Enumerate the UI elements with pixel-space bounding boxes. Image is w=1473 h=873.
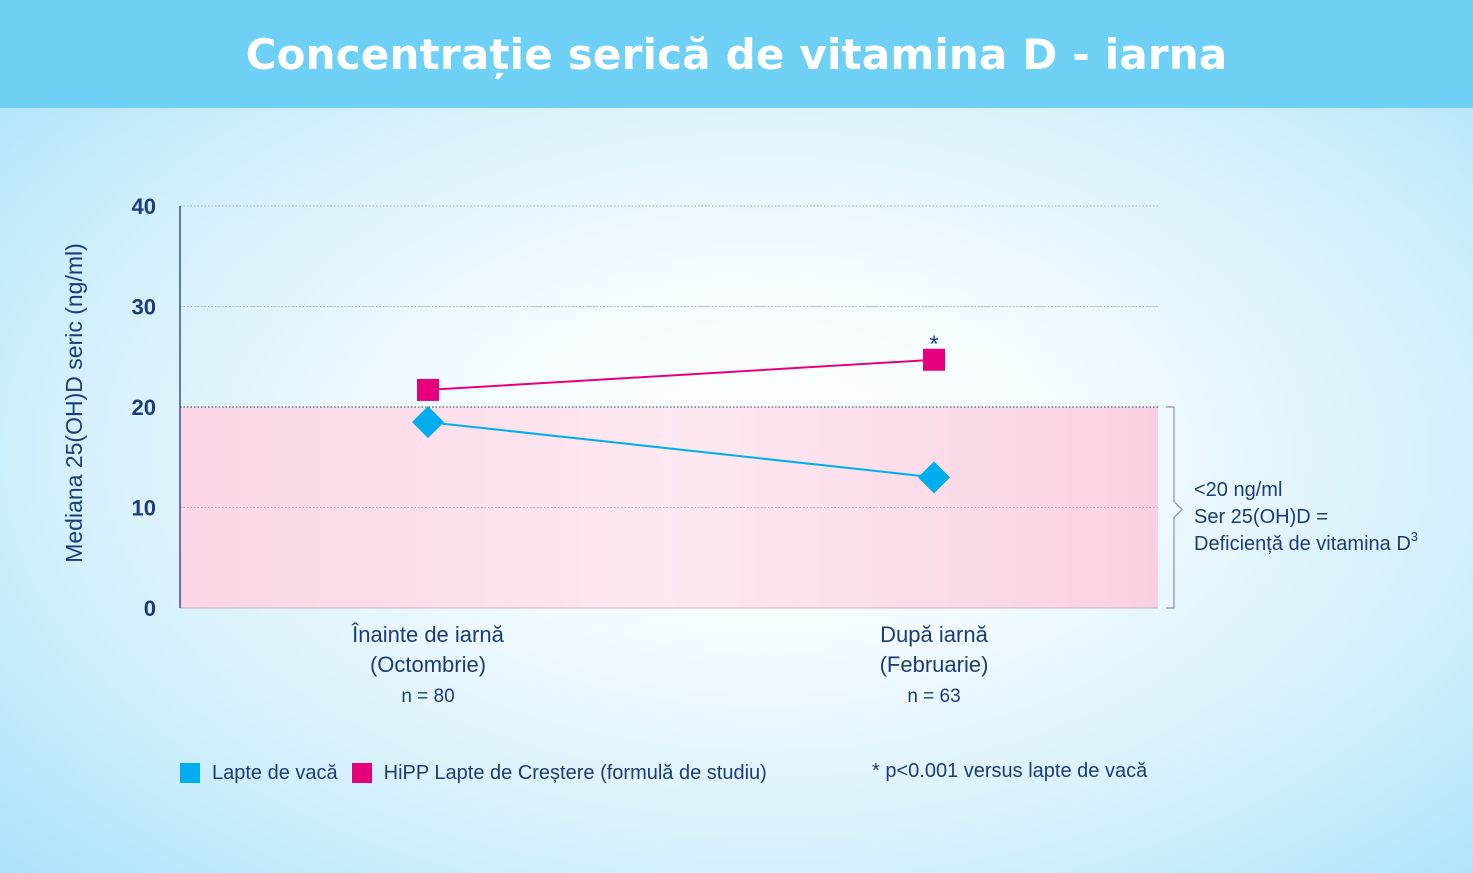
significance-asterisk: *	[929, 331, 938, 358]
title-banner: Concentrație serică de vitamina D - iarn…	[0, 0, 1473, 108]
x-category-1: După iarnă (Februarie) n = 63	[880, 622, 989, 707]
chart-title: Concentrație serică de vitamina D - iarn…	[245, 29, 1228, 79]
legend-label-hipp: HiPP Lapte de Creștere (formulă de studi…	[383, 761, 767, 784]
deficiency-label-2: Deficiență de vitamina D3	[1194, 529, 1418, 555]
deficiency-region	[180, 407, 1158, 608]
legend-swatch-hipp	[351, 763, 372, 783]
y-tick-label-4: 40	[132, 194, 156, 219]
x-category-n-1: n = 63	[907, 686, 960, 707]
y-tick-label-1: 10	[132, 496, 156, 521]
point-1-1	[923, 348, 945, 371]
deficiency-label-0: <20 ng/ml	[1194, 479, 1282, 501]
deficiency-label-1: Ser 25(OH)D =	[1194, 506, 1328, 528]
series-line-0	[427, 421, 935, 479]
legend-swatch-cow-milk	[180, 763, 200, 783]
deficiency-reference-superscript: 3	[1411, 529, 1418, 544]
y-tick-label-0: 0	[144, 596, 156, 621]
point-0-1	[918, 461, 950, 494]
legend-item-hipp: HiPP Lapte de Creștere (formulă de studi…	[351, 761, 767, 785]
point-0-0	[412, 406, 444, 439]
legend-label-cow-milk: Lapte de vacă	[212, 761, 338, 784]
series-line-1	[427, 358, 935, 391]
x-category-label-0: Înainte de iarnă	[351, 622, 504, 647]
x-category-period-1: (Februarie)	[880, 652, 989, 677]
series-1	[417, 348, 945, 401]
x-category-label-1: După iarnă	[880, 622, 988, 647]
x-category-period-0: (Octombrie)	[370, 652, 486, 677]
point-1-0	[417, 378, 439, 401]
x-category-n-0: n = 80	[401, 686, 454, 707]
deficiency-bracket	[1166, 406, 1183, 609]
series-0	[412, 406, 950, 494]
y-tick-label-3: 30	[132, 295, 156, 320]
legend: Lapte de vacă HiPP Lapte de Creștere (fo…	[180, 760, 767, 786]
significance-footnote: * p<0.001 versus lapte de vacă	[872, 760, 1148, 782]
legend-item-cow-milk: Lapte de vacă	[180, 762, 338, 785]
y-tick-label-2: 20	[132, 395, 156, 420]
y-axis-label: Mediana 25(OH)D seric (ng/ml)	[61, 243, 87, 563]
x-category-0: Înainte de iarnă (Octombrie) n = 80	[351, 622, 504, 707]
